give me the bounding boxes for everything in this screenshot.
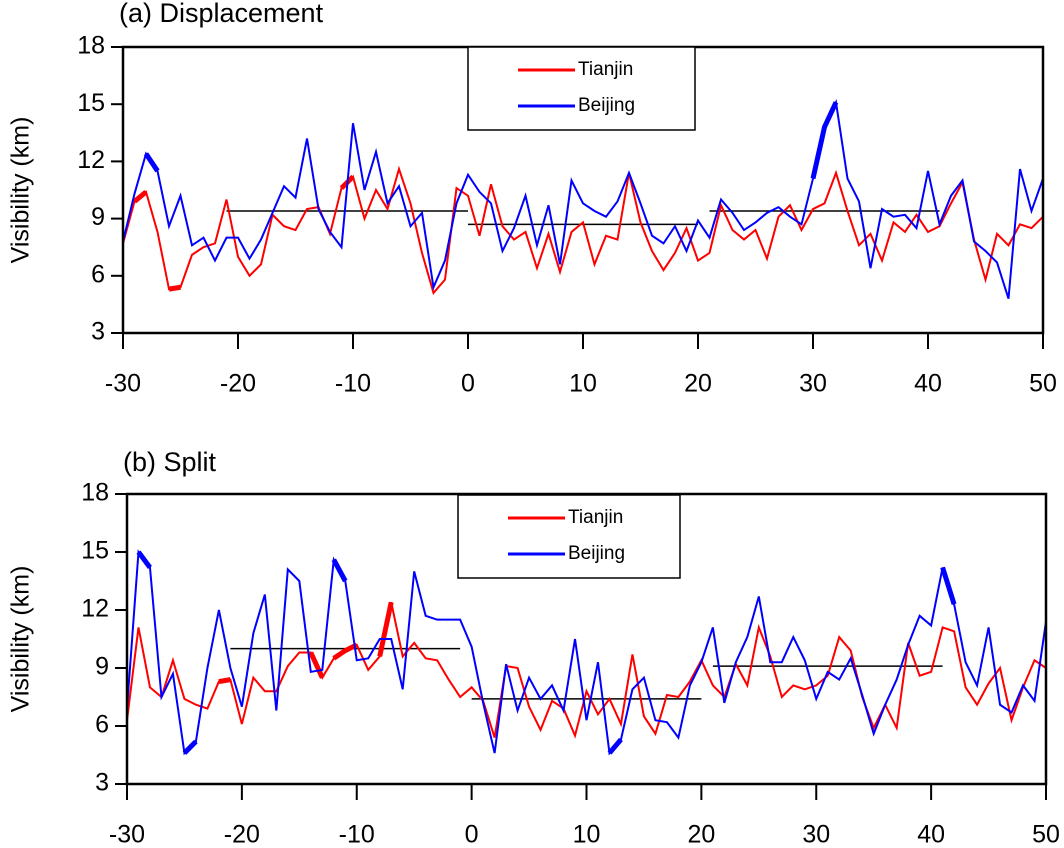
legend-box — [467, 46, 696, 131]
x-tick-label: 40 — [917, 821, 945, 848]
x-tick-label: 50 — [1032, 821, 1060, 848]
series-line — [122, 98, 1044, 299]
x-tick-label: 0 — [461, 370, 475, 398]
series-line — [126, 602, 1047, 739]
x-tick-label: 10 — [569, 370, 597, 398]
legend-label: Beijing — [578, 95, 635, 116]
x-tick-label: -10 — [339, 821, 375, 848]
significant-segment — [143, 152, 160, 173]
legend-label: Tianjin — [568, 507, 623, 528]
panel-title: (b) Split — [123, 447, 217, 477]
y-tick-label: 12 — [77, 146, 105, 174]
y-axis-label: Visibility (km) — [7, 117, 35, 264]
y-tick-label: 9 — [91, 203, 105, 231]
y-tick-label: 6 — [95, 711, 109, 739]
y-tick-label: 15 — [77, 89, 105, 117]
significant-segment — [308, 651, 325, 679]
x-tick-label: -30 — [109, 821, 145, 848]
x-tick-label: -10 — [335, 370, 371, 398]
legend-box — [457, 494, 681, 579]
legend-label: Beijing — [568, 543, 625, 564]
significant-segment — [168, 284, 181, 292]
x-tick-label: 10 — [573, 821, 601, 848]
x-tick-label: 20 — [684, 370, 712, 398]
y-tick-label: 3 — [95, 769, 109, 797]
significant-segment — [136, 550, 152, 569]
significant-segment — [182, 739, 198, 755]
x-tick-label: -30 — [105, 370, 141, 398]
significant-segment — [332, 642, 358, 661]
legend-label: Tianjin — [578, 59, 633, 80]
significant-segment — [607, 737, 623, 755]
y-tick-label: 15 — [81, 537, 109, 565]
x-tick-label: 30 — [802, 821, 830, 848]
y-tick-label: 18 — [77, 32, 105, 60]
x-tick-label: 20 — [687, 821, 715, 848]
significant-segment — [810, 101, 839, 180]
x-tick-label: -20 — [224, 821, 260, 848]
significant-segment — [940, 566, 957, 605]
y-axis-label: Visibility (km) — [7, 566, 35, 713]
y-tick-label: 12 — [81, 595, 109, 623]
series-line — [126, 549, 1047, 756]
x-tick-label: -20 — [220, 370, 256, 398]
significant-segment — [377, 601, 394, 657]
y-tick-label: 18 — [81, 479, 109, 507]
x-tick-label: 40 — [914, 370, 942, 398]
panel-title: (a) Displacement — [119, 0, 324, 28]
significant-segment — [331, 558, 348, 583]
significant-segment — [218, 677, 231, 684]
y-tick-label: 6 — [91, 260, 105, 288]
significant-segment — [132, 189, 148, 204]
plot-frame — [125, 492, 1048, 786]
x-tick-label: 50 — [1029, 370, 1057, 398]
series-line — [122, 165, 1044, 296]
y-tick-label: 9 — [95, 653, 109, 681]
x-tick-label: 30 — [799, 370, 827, 398]
y-tick-label: 3 — [91, 318, 105, 346]
x-tick-label: 0 — [465, 821, 479, 848]
